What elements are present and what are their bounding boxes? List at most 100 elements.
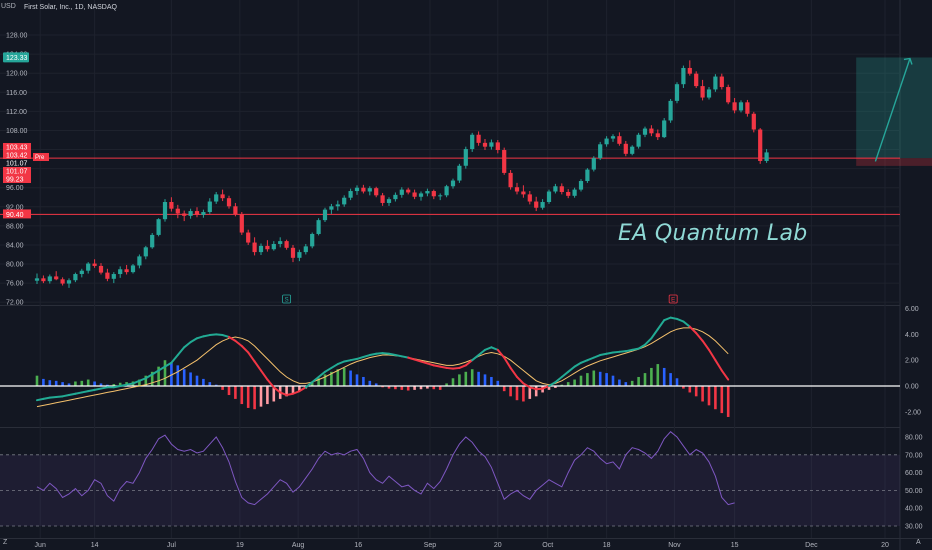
macd-line-segment <box>266 378 275 389</box>
candle-body <box>758 129 763 161</box>
macd-hist-bar <box>470 369 474 386</box>
macd-line-segment <box>151 369 160 376</box>
macd-line-segment <box>176 346 186 357</box>
candle-body <box>98 265 104 273</box>
macd-line-segment <box>420 360 429 365</box>
macd-hist-bar <box>675 378 679 386</box>
macd-hist-bar <box>106 384 109 386</box>
price-label: 103.42 <box>6 153 28 160</box>
macd-hist-bar <box>272 386 276 402</box>
macd-hist-bar <box>157 366 160 386</box>
macd-line-segment <box>74 391 83 395</box>
macd-hist-bar <box>138 379 141 386</box>
timezone-button[interactable]: Z <box>3 539 8 546</box>
price-axis-tick: 72.00 <box>6 300 24 307</box>
candle-body <box>566 191 571 196</box>
macd-line-segment <box>644 337 653 346</box>
macd-hist-bar <box>618 379 621 386</box>
macd-hist-bar <box>714 386 717 410</box>
support-price-label: 90.40 <box>6 212 24 219</box>
rsi-axis-tick: 40.00 <box>905 506 923 513</box>
macd-hist-bar <box>637 376 640 386</box>
pre-tag-badge <box>33 153 49 161</box>
macd-hist-bar <box>291 386 295 394</box>
macd-line-segment <box>650 328 659 340</box>
macd-hist-bar <box>566 382 570 386</box>
macd-line-segment <box>439 365 448 369</box>
macd-line-segment <box>605 351 614 355</box>
price-axis-tick: 96.00 <box>6 185 24 192</box>
macd-hist-bar <box>368 380 372 386</box>
macd-hist-bar <box>598 371 602 386</box>
macd-line-segment <box>215 333 224 337</box>
candle-body <box>194 211 200 215</box>
macd-hist-bar <box>560 384 564 386</box>
currency-label: USD <box>1 3 16 10</box>
macd-axis-tick: -2.00 <box>905 409 921 416</box>
candle-body <box>399 189 404 195</box>
macd-line-segment <box>637 343 646 350</box>
macd-hist-bar <box>720 386 724 414</box>
macd-line-segment <box>42 396 51 400</box>
current-price-label: 123.33 <box>6 55 28 62</box>
candle-body <box>572 189 577 196</box>
rsi-axis-tick: 70.00 <box>905 452 923 459</box>
macd-hist-bar <box>406 386 410 391</box>
candle-body <box>111 274 116 279</box>
candles-group <box>34 60 769 288</box>
macd-line-segment <box>362 354 371 358</box>
macd-hist-bar <box>182 369 186 386</box>
macd-line-segment <box>394 354 403 358</box>
candle-body <box>54 276 59 280</box>
arrow-line <box>874 58 911 162</box>
candle-body <box>578 181 584 190</box>
price-label-badge <box>3 167 31 175</box>
time-axis-tick: Aug <box>292 542 305 549</box>
macd-line-segment <box>592 354 602 359</box>
price-axis-tick: 112.00 <box>6 109 27 116</box>
candle-body <box>60 279 65 284</box>
candle-body <box>585 169 590 182</box>
macd-line-segment <box>375 352 384 355</box>
candle-body <box>649 128 654 134</box>
macd-line-segment <box>349 357 358 362</box>
auto-scale-button[interactable]: A <box>916 539 921 546</box>
candle-body <box>335 204 340 207</box>
macd-hist-bar <box>118 382 122 386</box>
macd-hist-bar <box>451 378 455 386</box>
candle-body <box>361 187 366 192</box>
rsi-axis-tick: 50.00 <box>905 488 923 495</box>
candle-body <box>527 194 532 202</box>
macd-line-segment <box>311 375 320 384</box>
macd-hist-bar <box>707 386 711 406</box>
candle-body <box>162 202 168 220</box>
macd-hist-bar <box>202 378 205 386</box>
macd-hist-bar <box>259 386 263 407</box>
candle-body <box>700 86 705 98</box>
candle-body <box>297 252 302 258</box>
macd-hist-bar <box>253 386 256 410</box>
macd-hist-bar <box>624 382 628 386</box>
macd-line-segment <box>253 360 262 372</box>
macd-line-segment <box>580 359 589 364</box>
rsi-axis-tick: 60.00 <box>905 470 923 477</box>
macd-line-segment <box>240 345 250 354</box>
macd-line-segment <box>317 370 326 378</box>
time-axis-tick: Oct <box>542 542 553 549</box>
candle-body <box>92 263 97 266</box>
macd-line-segment <box>68 392 77 397</box>
macd-line-segment <box>272 386 282 394</box>
candle-body <box>617 136 622 144</box>
candle-body <box>342 197 347 205</box>
macd-line-segment <box>432 364 442 368</box>
macd-hist-bar <box>93 381 96 386</box>
candle-body <box>694 73 699 87</box>
candle-body <box>418 193 424 197</box>
macd-axis-tick: 6.00 <box>905 306 919 313</box>
time-axis-tick: 20 <box>881 542 889 549</box>
macd-hist-bar <box>163 360 167 386</box>
macd-line-segment <box>509 366 518 378</box>
macd-line-segment <box>221 334 230 338</box>
time-axis-tick: 18 <box>603 542 611 549</box>
